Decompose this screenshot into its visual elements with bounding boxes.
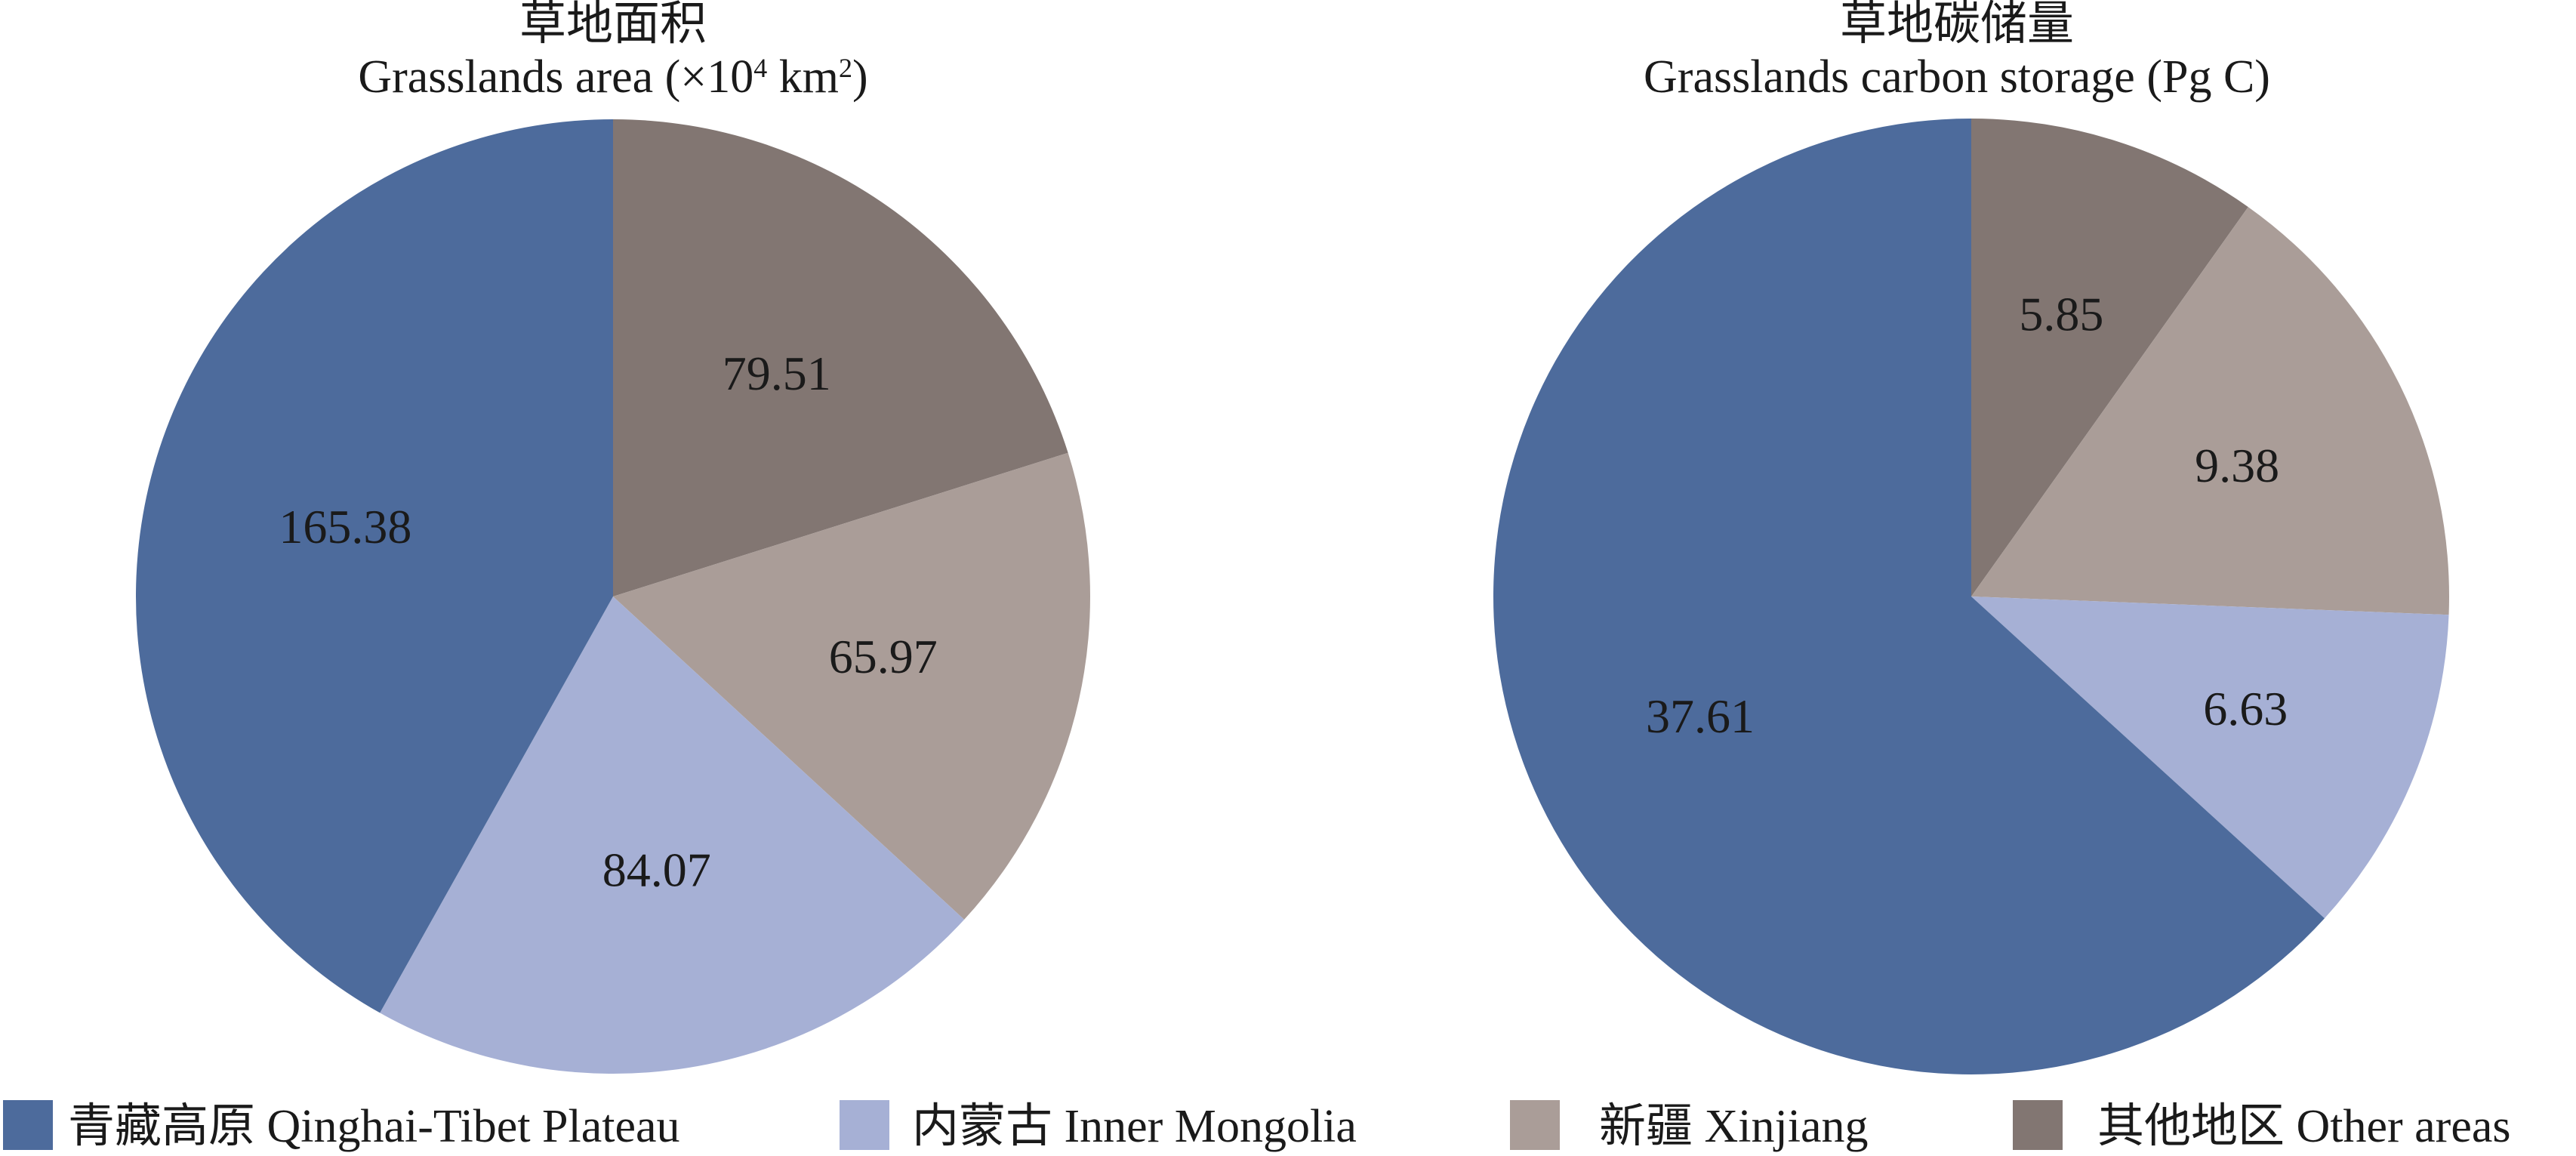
pie-slice-xinjiang <box>1971 207 2449 615</box>
slice-value-label-other: 79.51 <box>723 347 831 400</box>
area-chart-title: 草地面积 Grasslands area (×104 km2) <box>358 0 867 103</box>
carbon-chart-title: 草地碳储量 Grasslands carbon storage (Pg C) <box>1644 0 2270 103</box>
legend-label: 新疆 Xinjiang <box>1599 1101 1868 1152</box>
legend-swatch <box>2013 1100 2063 1150</box>
legend-swatch <box>3 1100 53 1150</box>
carbon-chart-title-en: Grasslands carbon storage (Pg C) <box>1644 51 2270 103</box>
pie-slice-inner-mongolia <box>380 596 965 1074</box>
legend-label: 青藏高原 Qinghai-Tibet Plateau <box>68 1101 680 1152</box>
area-chart-title-en: Grasslands area (×104 km2) <box>358 51 867 103</box>
legend-item-other: 其他地区 Other areas <box>2013 1100 2511 1152</box>
legend-label: 内蒙古 Inner Mongolia <box>912 1101 1357 1152</box>
carbon-pie: 5.85 9.38 6.63 37.61 <box>1493 119 2449 1074</box>
legend-item-inner-mongolia: 内蒙古 Inner Mongolia <box>840 1100 1357 1152</box>
slice-value-label-qinghai-tibet: 37.61 <box>1646 689 1755 743</box>
carbon-chart-title-cn: 草地碳储量 <box>1840 0 2074 50</box>
pie-slice-other <box>1971 119 2248 596</box>
pie-slice-qinghai-tibet <box>136 119 614 1013</box>
area-chart-title-cn: 草地面积 <box>519 0 707 50</box>
legend-swatch <box>1510 1100 1560 1150</box>
area-pie: 79.51 65.97 84.07 165.38 <box>136 119 1090 1074</box>
pie-slice-xinjiang <box>613 452 1090 920</box>
slice-value-label-xinjiang: 65.97 <box>829 630 938 683</box>
pie-slice-inner-mongolia <box>1971 596 2449 919</box>
legend-swatch <box>840 1100 889 1150</box>
legend-label: 其他地区 Other areas <box>2097 1101 2511 1152</box>
legend-item-qinghai-tibet: 青藏高原 Qinghai-Tibet Plateau <box>3 1100 680 1152</box>
slice-value-label-other: 5.85 <box>2019 288 2103 341</box>
slice-value-label-qinghai-tibet: 165.38 <box>279 500 411 553</box>
pie-slice-other <box>613 119 1068 596</box>
slice-value-label-xinjiang: 9.38 <box>2195 439 2279 492</box>
legend: 青藏高原 Qinghai-Tibet Plateau 内蒙古 Inner Mong… <box>3 1100 2511 1152</box>
pie-slice-qinghai-tibet <box>1493 119 2325 1074</box>
slice-value-label-inner-mongolia: 84.07 <box>602 843 711 896</box>
legend-item-xinjiang: 新疆 Xinjiang <box>1510 1100 1868 1152</box>
slice-value-label-inner-mongolia: 6.63 <box>2203 682 2288 735</box>
